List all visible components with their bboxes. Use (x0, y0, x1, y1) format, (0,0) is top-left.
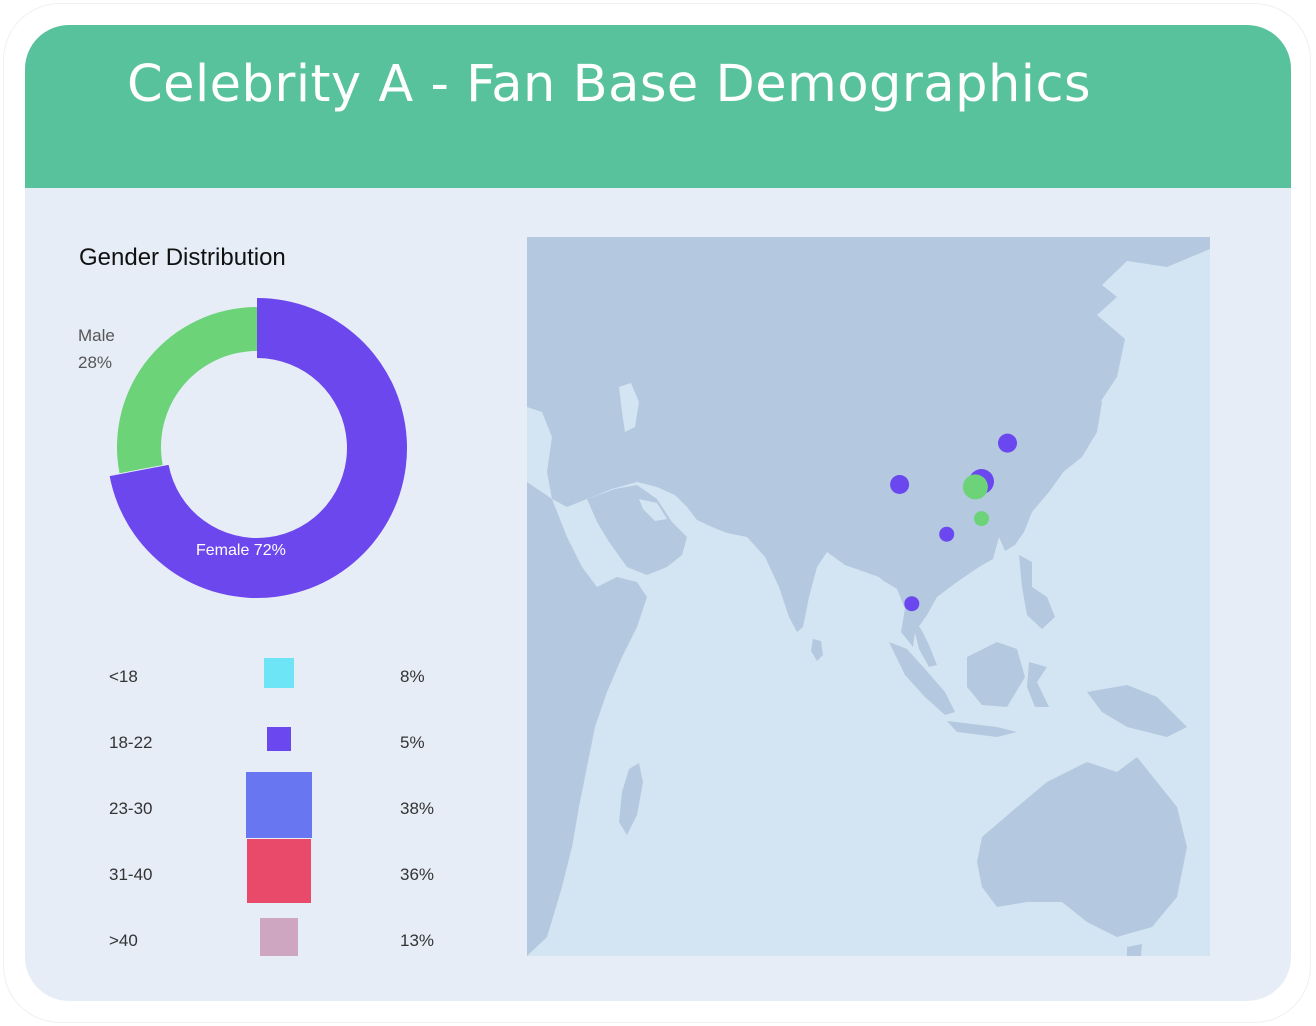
new-guinea-land (1087, 685, 1187, 737)
age-group-label: 23-30 (109, 799, 153, 818)
malay-peninsula-land (911, 617, 937, 667)
age-group-square (263, 657, 295, 689)
age-group-label: 18-22 (109, 733, 153, 752)
fan-location-point (904, 596, 920, 612)
age-group-square (246, 772, 312, 838)
male-percent: 28% (78, 353, 112, 372)
age-group-value: 13% (400, 931, 435, 950)
age-group-label: >40 (109, 931, 138, 950)
persian-gulf (639, 499, 667, 521)
gender-donut-chart: Male 28% Female 72% (78, 298, 407, 599)
tasmania-land (1127, 944, 1142, 956)
eurasia-land (527, 237, 1210, 647)
sumatra-land (889, 642, 955, 715)
africa-land (527, 482, 647, 956)
fan-points (890, 433, 1017, 612)
australia-land (977, 757, 1187, 937)
arabia-land (587, 485, 687, 575)
female-label: Female 72% (196, 542, 286, 559)
age-group-square (267, 727, 291, 751)
age-group-square (246, 838, 312, 904)
female-slice (109, 298, 407, 599)
red-sea (567, 505, 617, 575)
bay-of-bengal (827, 565, 899, 637)
male-label: Male (78, 326, 115, 345)
age-group-value: 38% (400, 799, 435, 818)
fan-location-point (939, 526, 955, 542)
sulawesi-land (1027, 662, 1049, 707)
madagascar-land (619, 763, 643, 835)
gender-distribution-title: Gender Distribution (79, 244, 286, 271)
philippines-land (1019, 555, 1055, 629)
header-bar: Celebrity A - Fan Base Demographics (25, 25, 1291, 188)
male-slice (116, 307, 257, 474)
fan-location-point (998, 433, 1017, 453)
dashboard-card: Celebrity A - Fan Base Demographics Gend… (25, 25, 1291, 1001)
borneo-land (967, 642, 1025, 707)
fan-location-point (890, 475, 910, 494)
age-group-value: 8% (400, 667, 425, 686)
taiwan-land (1009, 522, 1017, 542)
java-land (947, 721, 1017, 737)
fan-location-map (527, 237, 1210, 956)
japan-land (1042, 377, 1102, 477)
fan-location-point (962, 474, 988, 500)
age-group-square (259, 917, 299, 957)
age-group-value: 5% (400, 733, 425, 752)
page-title: Celebrity A - Fan Base Demographics (127, 55, 1092, 114)
age-group-value: 36% (400, 865, 435, 884)
age-group-label: <18 (109, 667, 138, 686)
age-group-label: 31-40 (109, 865, 153, 884)
sri-lanka-land (811, 639, 823, 661)
inland-seas (567, 383, 899, 637)
caspian-sea (619, 383, 639, 432)
landmass (527, 237, 1210, 956)
fan-location-point (974, 511, 989, 527)
